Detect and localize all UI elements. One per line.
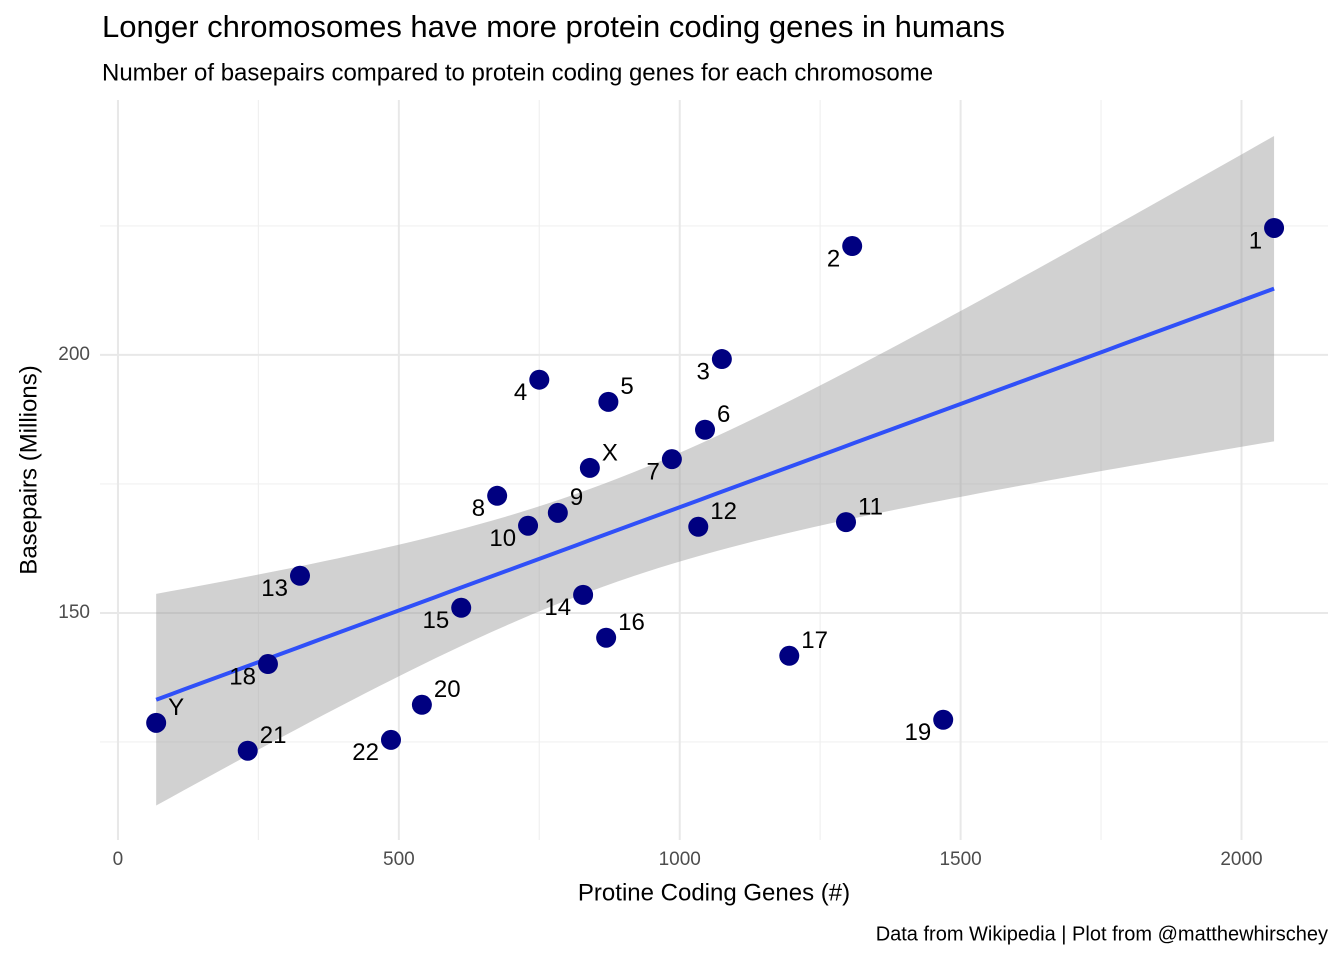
point-label: 4 [514,379,527,406]
point [711,349,732,370]
point-label: X [602,439,618,466]
point-label: 12 [710,498,737,525]
point-label: 17 [801,627,828,654]
point [933,709,954,730]
point-label: 14 [544,594,571,621]
chart-title: Longer chromosomes have more protein cod… [102,9,1005,44]
caption: Data from Wikipedia | Plot from @matthew… [876,923,1328,945]
x-axis-label: Protine Coding Genes (#) [578,879,850,906]
point-label: 22 [352,739,379,766]
x-tick-label: 1500 [939,849,981,870]
point-label: 20 [434,676,461,703]
point [547,502,568,523]
point [596,627,617,648]
y-axis-label: Basepairs (Millions) [15,365,42,574]
chart-subtitle: Number of basepairs compared to protein … [102,59,933,86]
point-label: 18 [229,663,256,690]
point [695,419,716,440]
point-label: 9 [570,484,583,511]
point-label: 11 [858,493,883,520]
point-label: 5 [620,373,633,400]
point [573,584,594,605]
point [579,457,600,478]
point [1264,217,1285,238]
x-tick-label: 0 [113,849,124,870]
point [661,449,682,470]
point-label: 6 [717,401,730,428]
point [146,712,167,733]
point-label: 7 [647,459,660,486]
point-label: 15 [423,607,450,634]
point-label: 13 [261,575,288,602]
point [451,597,472,618]
point [529,369,550,390]
point-label: 19 [904,719,931,746]
point-label: 8 [472,495,485,522]
point [411,694,432,715]
point [518,515,539,536]
x-tick-label: 1000 [659,849,701,870]
point [688,516,709,537]
point-label: 16 [618,609,645,636]
point-label: 3 [697,358,710,385]
point [836,512,857,533]
point [237,740,258,761]
point [487,485,508,506]
fit-line [155,286,1275,702]
point [598,391,619,412]
point-label: Y [168,694,184,721]
point-label: 1 [1249,227,1262,254]
y-tick-label: 200 [58,344,90,365]
point [289,565,310,586]
point-label: 2 [827,245,840,272]
confidence-band [156,135,1275,806]
y-tick-label: 150 [58,602,90,623]
point [842,236,863,257]
point [380,729,401,750]
point-label: 21 [260,722,287,749]
x-tick-label: 500 [383,849,415,870]
x-tick-label: 2000 [1220,849,1262,870]
point-label: 10 [489,525,516,552]
point [257,654,278,675]
point [779,645,800,666]
